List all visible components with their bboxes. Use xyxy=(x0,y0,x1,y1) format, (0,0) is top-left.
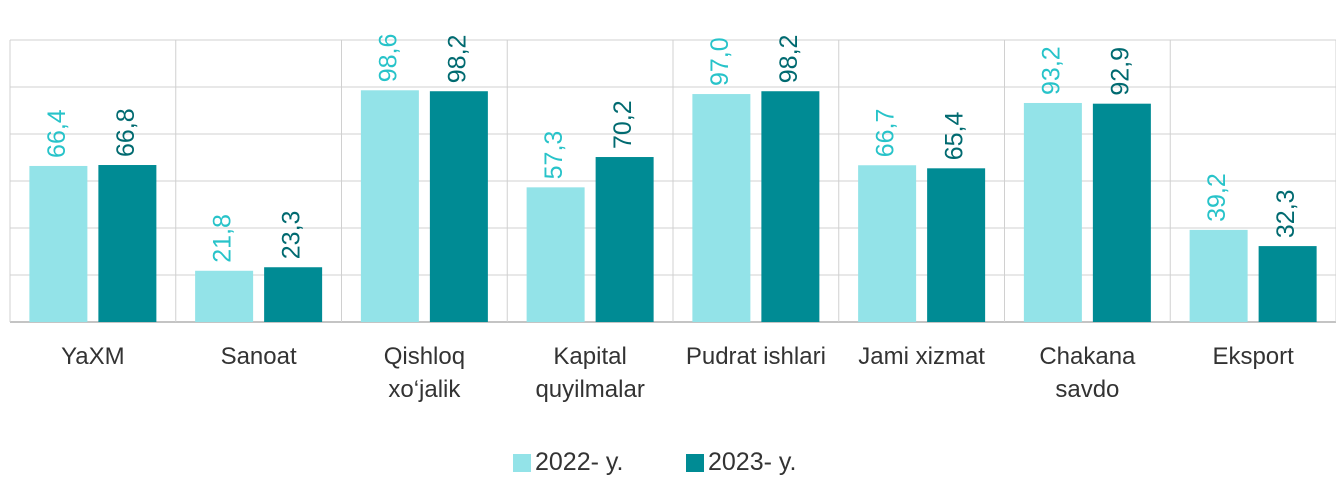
bar xyxy=(98,165,157,322)
bar xyxy=(1189,229,1248,322)
data-label: 98,6 xyxy=(374,34,402,83)
data-label: 70,2 xyxy=(609,100,637,149)
x-tick-label: Eksport xyxy=(1212,343,1294,370)
data-label: 98,2 xyxy=(775,35,803,84)
data-label: 66,4 xyxy=(43,109,71,158)
data-label: 66,7 xyxy=(872,109,900,158)
bar xyxy=(526,187,585,322)
bar xyxy=(429,91,488,322)
data-label: 23,3 xyxy=(278,211,306,260)
legend-label: 2022- y. xyxy=(535,448,624,476)
bar xyxy=(858,165,917,322)
bar xyxy=(360,90,419,322)
legend-item: 2023- y. xyxy=(686,448,796,477)
bar xyxy=(1023,102,1082,322)
data-label: 92,9 xyxy=(1106,47,1134,96)
x-tick-label: Kapital quyilmalar xyxy=(535,343,645,403)
legend-label: 2023- y. xyxy=(708,448,797,476)
data-label: 65,4 xyxy=(941,112,969,161)
bar xyxy=(927,168,986,322)
x-tick-label: Qishloq xo‘jalik xyxy=(383,343,466,403)
bar xyxy=(264,267,323,322)
x-tick-label: Jami xizmat xyxy=(858,343,985,370)
x-tick-label: Pudrat ishlari xyxy=(685,343,826,370)
data-label: 57,3 xyxy=(540,131,568,180)
data-label: 93,2 xyxy=(1037,46,1065,95)
x-tick-label: YaXM xyxy=(61,343,125,370)
x-tick-label: Chakana savdo xyxy=(1039,343,1136,403)
data-label: 98,2 xyxy=(443,35,471,84)
bar xyxy=(195,270,254,322)
data-label: 66,8 xyxy=(112,108,140,157)
bar xyxy=(1092,103,1151,322)
bar xyxy=(29,165,88,322)
x-tick-label: Sanoat xyxy=(220,343,297,370)
data-label: 21,8 xyxy=(209,214,237,263)
data-label: 39,2 xyxy=(1203,173,1231,222)
legend-item: 2022- y. xyxy=(513,448,623,477)
data-label: 97,0 xyxy=(706,37,734,86)
bar xyxy=(1258,246,1317,322)
legend-swatch xyxy=(686,453,704,472)
bar xyxy=(692,94,751,322)
data-label: 32,3 xyxy=(1272,189,1300,238)
bar xyxy=(761,91,820,322)
legend-swatch xyxy=(513,453,531,472)
bar xyxy=(595,157,654,322)
